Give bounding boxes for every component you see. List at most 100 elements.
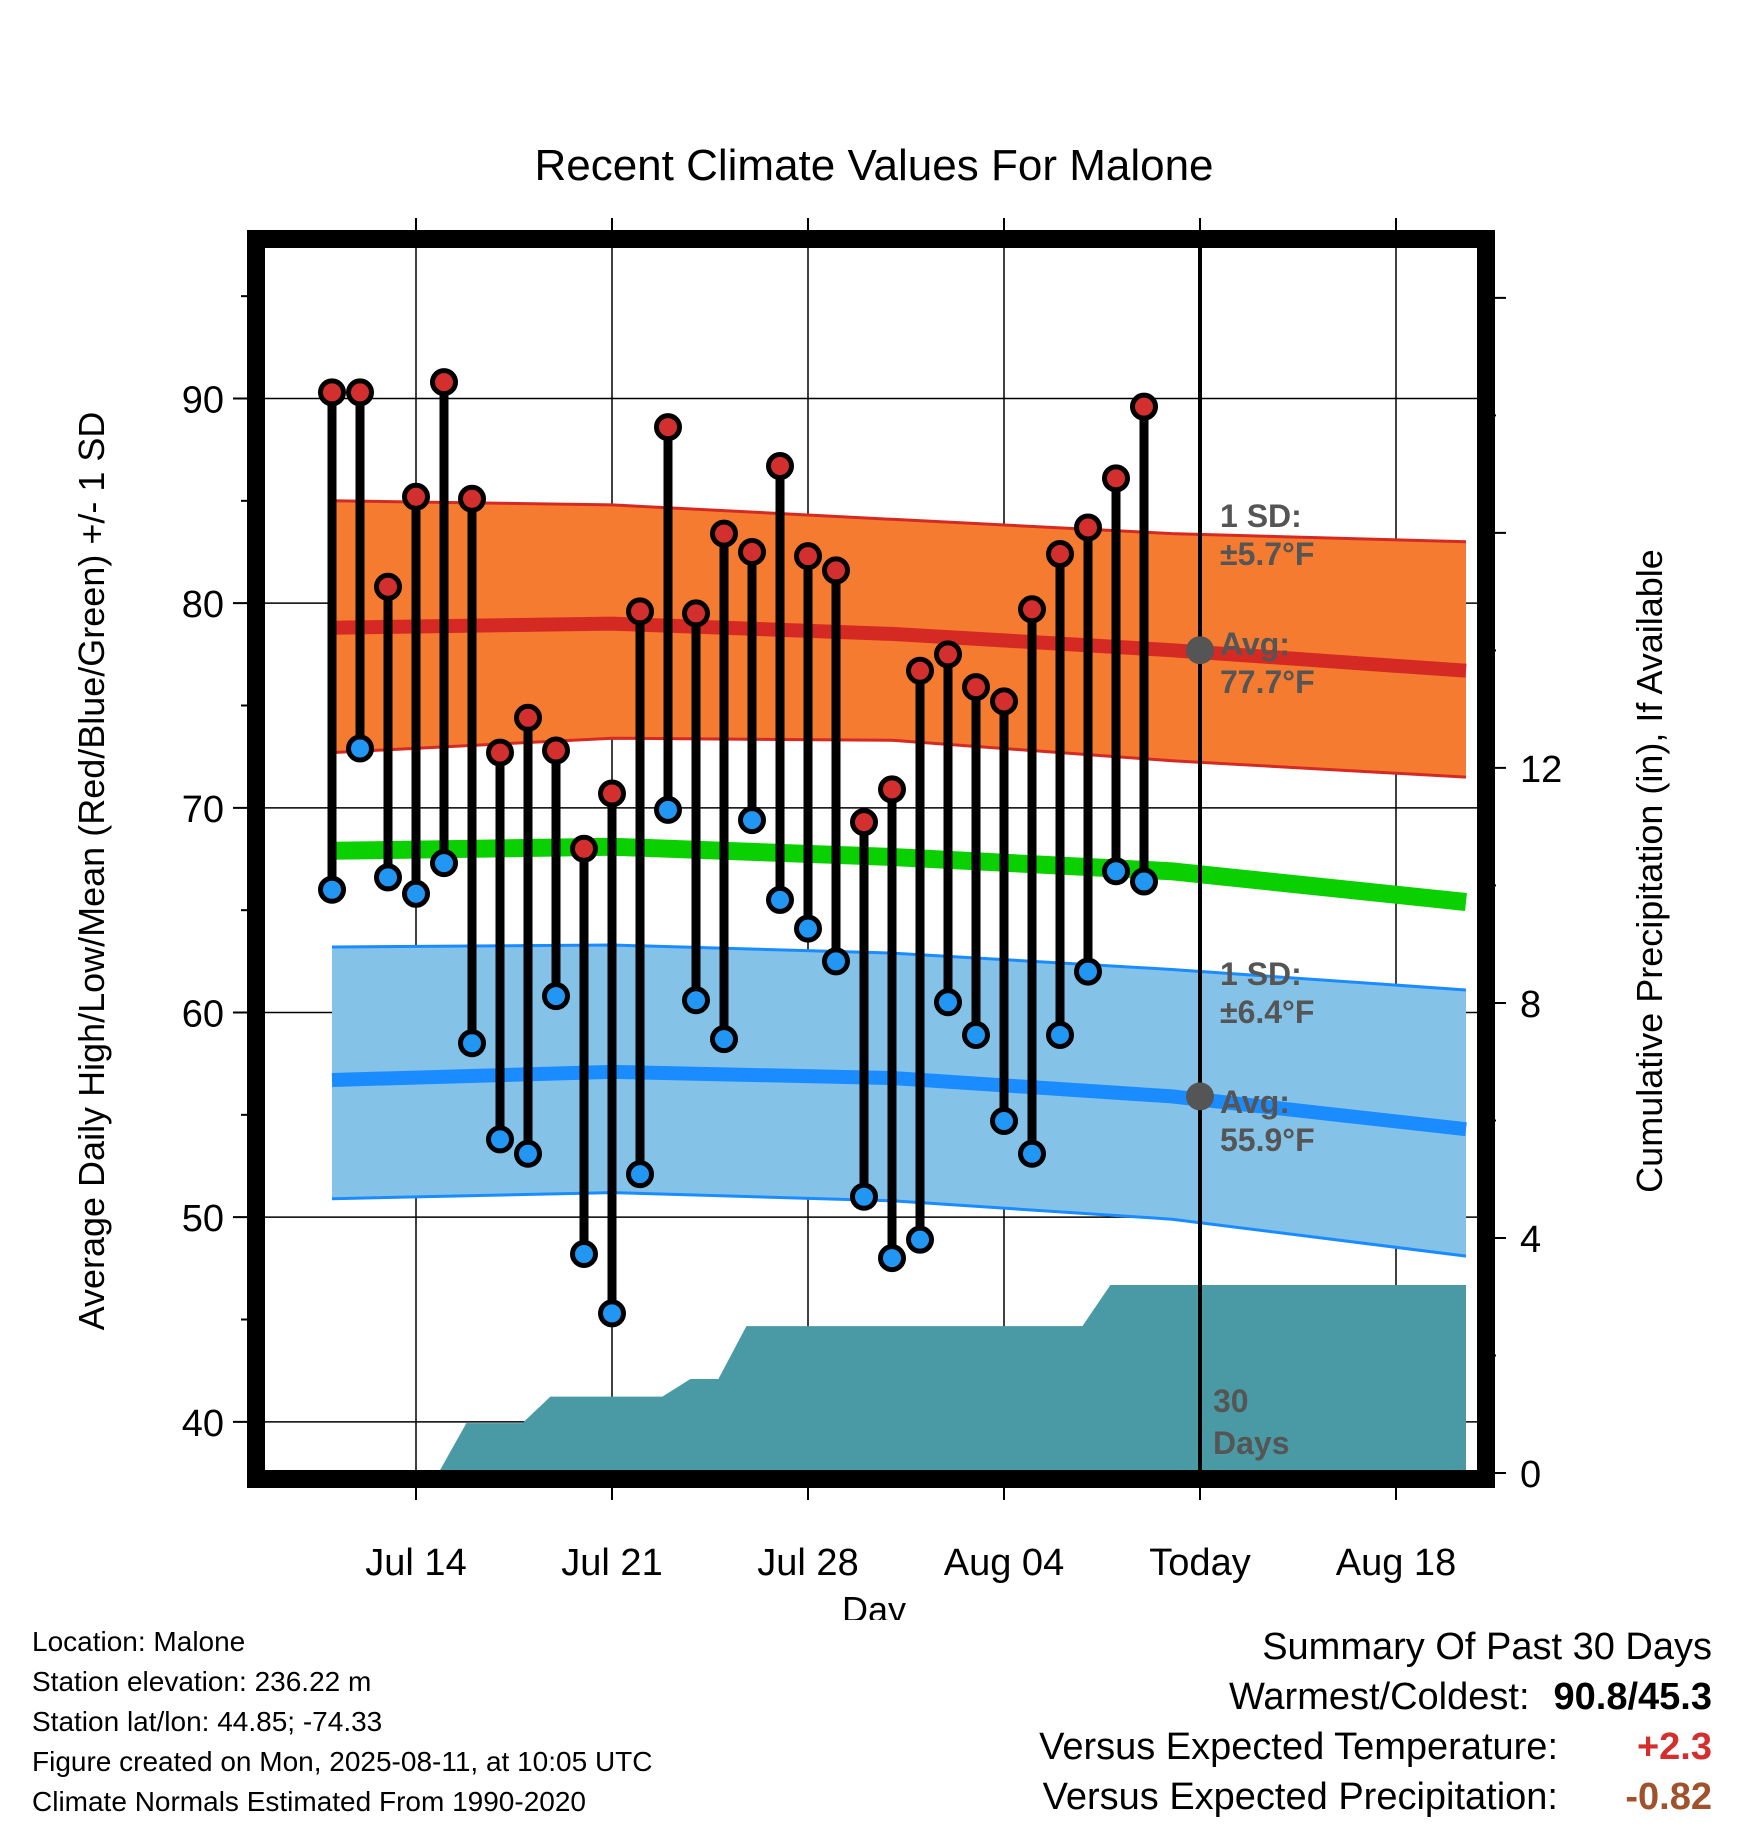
y-tick-label: 80 xyxy=(182,584,224,626)
daily-low-point xyxy=(738,806,766,835)
y2-tick-label: 0 xyxy=(1520,1454,1541,1496)
temp-anomaly-label: Versus Expected Temperature: xyxy=(1039,1726,1558,1768)
daily-low-point xyxy=(766,885,794,914)
daily-low-point xyxy=(626,1160,654,1189)
daily-low-point xyxy=(878,1244,906,1273)
created-text: Figure created on Mon, 2025-08-11, at 10… xyxy=(32,1746,653,1777)
daily-low-point xyxy=(654,795,682,824)
daily-high-point xyxy=(878,775,906,804)
daily-low-point xyxy=(794,914,822,943)
daily-high-point xyxy=(626,597,654,626)
normals-text: Climate Normals Estimated From 1990-2020 xyxy=(32,1786,586,1817)
daily-low-point xyxy=(542,982,570,1011)
daily-high-point xyxy=(990,687,1018,716)
daily-high-point xyxy=(934,640,962,669)
daily-high-point xyxy=(710,519,738,548)
daily-low-point xyxy=(682,986,710,1015)
warmest-coldest-row: Warmest/Coldest: 90.8/45.3 xyxy=(1039,1672,1712,1722)
x-axis-label: Day xyxy=(842,1589,906,1620)
daily-high-point xyxy=(374,572,402,601)
daily-high-point xyxy=(906,656,934,685)
daily-high-point xyxy=(430,368,458,397)
y2-tick-label: 4 xyxy=(1520,1219,1541,1261)
low-sd-annotation-line2: ±6.4°F xyxy=(1220,994,1314,1030)
daily-high-point xyxy=(318,378,346,407)
high-avg-annotation-line2: 77.7°F xyxy=(1220,664,1315,700)
y2-tick-label: 8 xyxy=(1520,984,1541,1026)
daily-high-point xyxy=(794,542,822,571)
y2-tick-label: 12 xyxy=(1520,749,1562,791)
daily-low-point xyxy=(374,863,402,892)
daily-low-point xyxy=(990,1106,1018,1135)
high-normal-line xyxy=(331,616,1467,678)
warmest-coldest-value: 90.8/45.3 xyxy=(1553,1676,1712,1718)
location-text: Location: Malone xyxy=(32,1626,246,1657)
daily-high-point xyxy=(1102,464,1130,493)
plot-frame xyxy=(247,230,1495,1488)
low-avg-annotation-line2: 55.9°F xyxy=(1220,1122,1315,1158)
precip-anomaly-label: Versus Expected Precipitation: xyxy=(1042,1776,1558,1818)
y-axis-label: Average Daily High/Low/Mean (Red/Blue/Gr… xyxy=(71,412,112,1331)
summary-panel: Summary Of Past 30 Days Warmest/Coldest:… xyxy=(1039,1622,1712,1822)
daily-high-point xyxy=(1074,513,1102,542)
x-tick-label: Jul 28 xyxy=(757,1542,858,1584)
daily-low-point xyxy=(1074,957,1102,986)
latlon-text: Station lat/lon: 44.85; -74.33 xyxy=(32,1706,383,1737)
daily-high-point xyxy=(542,736,570,765)
high-sd-lower-line xyxy=(331,736,1467,779)
daily-low-point xyxy=(458,1029,486,1058)
daily-low-point xyxy=(514,1139,542,1168)
daily-low-point xyxy=(962,1021,990,1050)
elevation-text: Station elevation: 236.22 m xyxy=(32,1666,372,1697)
daily-low-point xyxy=(570,1240,598,1269)
daily-high-point xyxy=(402,482,430,511)
daily-high-point xyxy=(822,556,850,585)
y-tick-label: 70 xyxy=(182,789,224,831)
daily-low-point xyxy=(402,879,430,908)
daily-high-point xyxy=(1130,392,1158,421)
daily-high-point xyxy=(1046,540,1074,569)
today-low-normal-marker xyxy=(1186,1082,1214,1111)
daily-high-point xyxy=(346,378,374,407)
window-annotation-line2: Days xyxy=(1213,1425,1290,1461)
daily-high-point xyxy=(458,484,486,513)
daily-low-point xyxy=(1046,1021,1074,1050)
daily-low-point xyxy=(1130,867,1158,896)
daily-low-point xyxy=(1018,1139,1046,1168)
x-tick-label: Aug 04 xyxy=(944,1542,1064,1584)
daily-high-point xyxy=(486,738,514,767)
warmest-coldest-label: Warmest/Coldest: xyxy=(1228,1676,1530,1718)
daily-low-point xyxy=(598,1299,626,1328)
daily-high-point xyxy=(962,673,990,702)
daily-high-point xyxy=(738,538,766,566)
daily-high-point xyxy=(514,703,542,732)
daily-low-point xyxy=(934,988,962,1017)
daily-low-point xyxy=(850,1182,878,1211)
temp-anomaly-row: Versus Expected Temperature: +2.3 xyxy=(1039,1722,1712,1772)
daily-low-point xyxy=(906,1225,934,1254)
station-metadata: Location: Malone Station elevation: 236.… xyxy=(32,1622,653,1822)
clipped-series xyxy=(331,499,1467,1473)
daily-high-point xyxy=(598,779,626,808)
precip-anomaly-row: Versus Expected Precipitation: -0.82 xyxy=(1039,1772,1712,1822)
high-avg-annotation-line1: Avg: xyxy=(1220,626,1290,662)
daily-low-point xyxy=(822,947,850,976)
daily-low-point xyxy=(318,875,346,904)
high-sd-upper-line xyxy=(331,499,1467,544)
daily-low-point xyxy=(1102,857,1130,886)
summary-heading: Summary Of Past 30 Days xyxy=(1262,1626,1712,1668)
y-tick-label: 50 xyxy=(182,1198,224,1240)
daily-low-point xyxy=(710,1025,738,1054)
y2-axis-label: Cumulative Precipitation (in), If Availa… xyxy=(1629,549,1670,1193)
daily-high-point xyxy=(850,808,878,837)
window-annotation-line1: 30 xyxy=(1213,1383,1249,1419)
temp-anomaly-value: +2.3 xyxy=(1636,1726,1712,1768)
y-tick-label: 60 xyxy=(182,994,224,1036)
low-sd-annotation-line1: 1 SD: xyxy=(1220,956,1302,992)
x-tick-label: Jul 21 xyxy=(561,1542,662,1584)
climate-chart: Recent Climate Values For Malone 1 SD:±5… xyxy=(71,141,1670,1620)
today-high-normal-marker xyxy=(1186,636,1214,665)
daily-low-point xyxy=(486,1125,514,1154)
daily-high-point xyxy=(766,452,794,481)
